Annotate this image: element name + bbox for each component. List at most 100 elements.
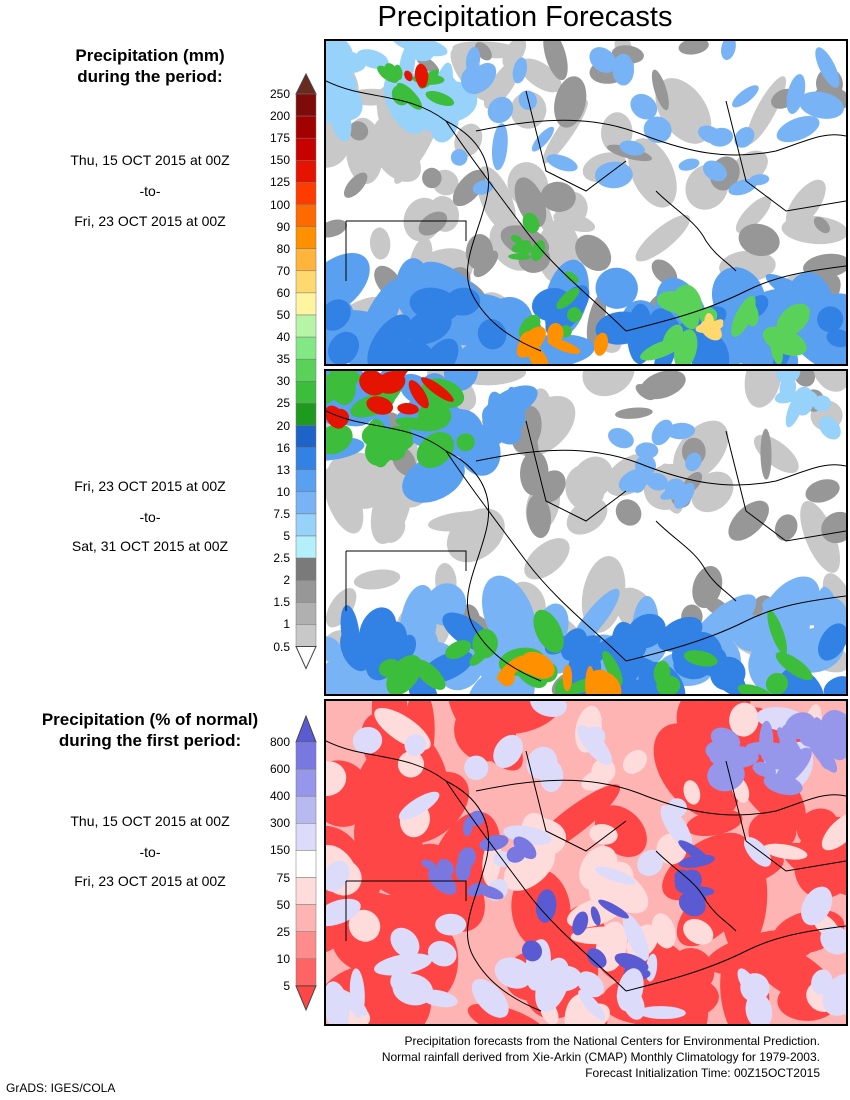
percent-area: [616, 983, 641, 1011]
percent-area: [689, 886, 715, 896]
precip-area: [734, 127, 755, 148]
map-boundary-line: [445, 450, 627, 662]
map-boundary-line: [625, 265, 846, 332]
precip-area: [792, 386, 814, 416]
precip-area: [370, 470, 412, 544]
precip-area: [630, 93, 658, 120]
map-boundary-line: [445, 120, 627, 332]
footer-init-time: Forecast Initialization Time: 00Z15OCT20…: [585, 1066, 820, 1080]
pct-scale-tick-label: 800: [269, 735, 290, 749]
percent-area: [349, 968, 365, 1019]
precip-area: [328, 371, 356, 406]
mm-scale-bar: [295, 72, 317, 670]
precip-area: [519, 58, 562, 93]
precip-area: [425, 90, 455, 107]
precip-area: [627, 613, 666, 649]
precip-area: [487, 96, 514, 124]
period-one-end: Fri, 23 OCT 2015 at 00Z: [74, 213, 226, 229]
precip-area: [651, 419, 673, 446]
map-boundary-line: [475, 449, 846, 486]
percent-area: [477, 885, 504, 900]
precip-area: [737, 684, 774, 694]
pct-scale-tick-label: 25: [276, 924, 290, 939]
map-boundary-line: [345, 220, 467, 281]
percent-area: [804, 728, 838, 773]
percent-area: [594, 866, 636, 885]
precip-area: [702, 160, 727, 182]
precip-area: [467, 62, 497, 94]
precip-area: [821, 511, 846, 544]
precip-area: [627, 471, 646, 493]
period-two-start: Fri, 23 OCT 2015 at 00Z: [74, 478, 226, 494]
precip-area: [685, 452, 702, 472]
map-boundary-line: [655, 850, 737, 932]
period-two-sep: -to-: [139, 509, 161, 525]
precip-area: [457, 339, 505, 364]
period-two-end: Sat, 31 OCT 2015 at 00Z: [71, 538, 229, 554]
pct-scale-tick-label: 50: [276, 897, 290, 912]
precip-area: [635, 214, 691, 262]
precip-area: [812, 371, 845, 391]
precip-area: [512, 57, 528, 84]
map-boundary-line: [326, 740, 542, 1012]
precip-area: [456, 433, 475, 452]
map-boundary-line: [326, 410, 542, 682]
precip-area: [443, 371, 479, 392]
precip-area: [543, 41, 568, 81]
pct-scale-swatch: [295, 741, 317, 770]
percent-area: [821, 812, 846, 851]
precip-area: [585, 665, 595, 694]
map-boundary-line: [525, 750, 627, 852]
map-boundary-line: [725, 430, 846, 542]
precip-area: [738, 223, 780, 257]
percent-area: [764, 743, 790, 770]
mm-scale-tick-label: 80: [276, 241, 290, 256]
precip-area: [744, 371, 782, 408]
precip-area: [710, 656, 746, 691]
percent-area: [398, 791, 440, 820]
pct-scale-tick-label: 300: [269, 816, 290, 831]
precip-area: [586, 294, 607, 346]
precip-area: [421, 377, 454, 402]
percent-area: [589, 824, 618, 845]
precip-area: [678, 41, 709, 55]
precip-area: [328, 331, 360, 364]
map-boundary-line: [655, 190, 737, 272]
percent-area: [825, 711, 846, 761]
precip-area: [595, 267, 638, 309]
precip-area: [812, 395, 832, 412]
precip-area: [417, 401, 452, 430]
percent-area: [784, 712, 816, 739]
pct-scale-swatch: [295, 850, 317, 878]
pct-legend-heading-line2: during the first period:: [58, 731, 242, 750]
precip-area: [326, 299, 351, 331]
mm-scale-tick-label: 30: [276, 374, 290, 389]
percent-area: [572, 911, 589, 936]
mm-scale-tick-label: 50: [276, 308, 290, 322]
percent-area: [526, 746, 558, 779]
precip-area: [823, 676, 846, 694]
precip-area: [735, 196, 772, 233]
map-boundary-line: [475, 119, 846, 156]
percent-area: [686, 809, 743, 837]
precip-area: [656, 675, 681, 694]
precip-area: [348, 121, 369, 141]
percent-area: [762, 843, 808, 860]
percent-area: [587, 948, 607, 969]
precip-area: [779, 375, 797, 400]
percent-area: [710, 727, 741, 752]
precip-area: [728, 179, 757, 196]
pct-scale-swatch: [295, 877, 317, 905]
mm-scale-tick-label: 150: [269, 153, 290, 168]
percent-area: [521, 940, 543, 962]
mm-scale-tick-label: 250: [269, 87, 290, 101]
precip-area: [774, 514, 798, 541]
precip-area: [343, 172, 368, 198]
mm-scale-tick-label: 35: [276, 352, 290, 367]
precip-area: [677, 284, 703, 319]
precip-area: [815, 47, 840, 88]
precip-area: [445, 640, 472, 660]
percent-area: [622, 913, 650, 961]
precip-area: [813, 216, 830, 234]
precip-area: [776, 115, 820, 143]
